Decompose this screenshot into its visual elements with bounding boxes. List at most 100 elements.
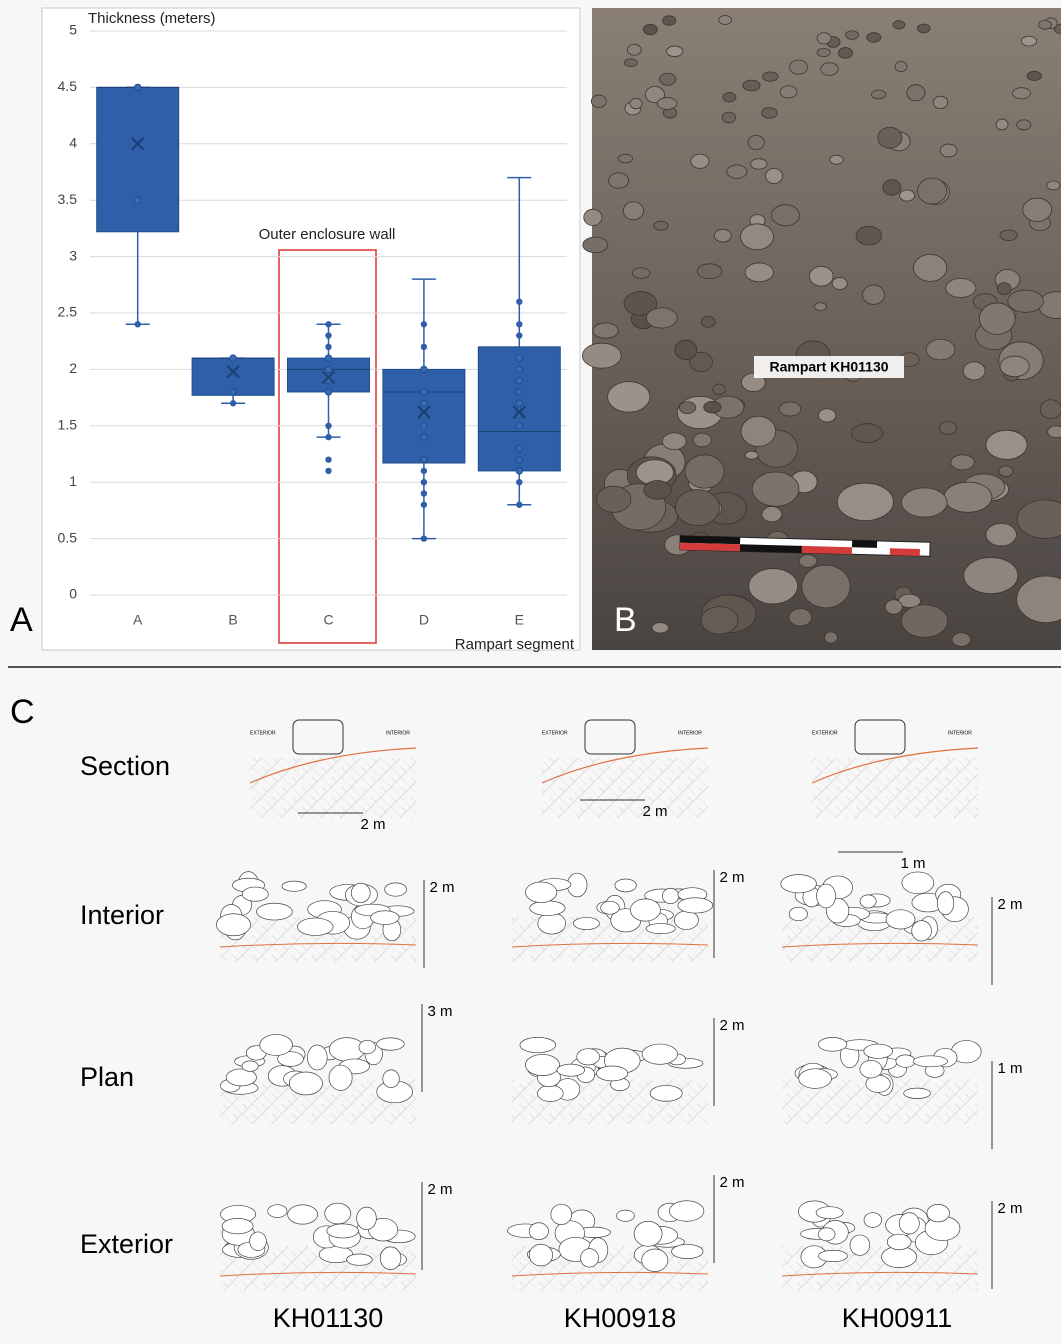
x-tick-label: C bbox=[323, 612, 333, 628]
plot: 0 0.5 1 1.5 2 2.5 3 3.5 4 4.5 5 A B C D E bbox=[58, 22, 567, 628]
stone bbox=[885, 909, 916, 930]
rock bbox=[1046, 180, 1061, 191]
rock bbox=[666, 45, 684, 57]
stone bbox=[556, 1063, 585, 1077]
data-point bbox=[420, 535, 428, 542]
data-point bbox=[420, 422, 428, 430]
y-tick-label: 3.5 bbox=[58, 191, 78, 207]
y-tick-label: 2.5 bbox=[58, 304, 78, 320]
stone bbox=[903, 1087, 931, 1099]
mean-marker bbox=[130, 137, 145, 151]
stone bbox=[350, 882, 371, 903]
stone bbox=[886, 1233, 912, 1251]
rock bbox=[951, 632, 972, 647]
stone bbox=[326, 1223, 359, 1239]
rock bbox=[824, 631, 838, 644]
rock bbox=[913, 253, 948, 282]
rock bbox=[829, 154, 844, 165]
row-label: Exterior bbox=[80, 1229, 173, 1259]
ground-line bbox=[511, 942, 709, 948]
scale-label: 2 m bbox=[997, 896, 1022, 913]
stone bbox=[863, 1043, 893, 1059]
mean-marker bbox=[417, 405, 431, 419]
rock bbox=[748, 568, 798, 605]
rock bbox=[943, 481, 993, 513]
wall-section bbox=[292, 719, 344, 755]
y-tick-label: 4 bbox=[69, 135, 77, 151]
stone bbox=[859, 894, 877, 909]
stone bbox=[674, 910, 699, 930]
annotation: Outer enclosure wall bbox=[259, 226, 396, 243]
rock bbox=[582, 236, 609, 254]
rock bbox=[999, 355, 1030, 378]
stone bbox=[616, 1209, 635, 1222]
rock bbox=[871, 89, 887, 100]
rock bbox=[700, 606, 739, 635]
stone bbox=[815, 1206, 844, 1220]
panel-letter: B bbox=[614, 601, 637, 639]
rock bbox=[692, 432, 712, 448]
rock bbox=[623, 291, 658, 316]
y-tick-label: 0 bbox=[69, 586, 77, 602]
data-point bbox=[420, 490, 428, 497]
rock bbox=[651, 622, 670, 634]
column-label: KH01130 bbox=[273, 1303, 384, 1333]
rock bbox=[740, 415, 777, 447]
section-label: EXTERIOR bbox=[250, 730, 276, 736]
data-point bbox=[325, 332, 332, 339]
rock bbox=[747, 135, 765, 151]
stone bbox=[346, 1253, 373, 1266]
stone bbox=[641, 1248, 669, 1272]
stone bbox=[669, 1200, 705, 1222]
stone bbox=[911, 920, 932, 942]
scale-bar bbox=[679, 535, 931, 557]
rock bbox=[845, 30, 859, 40]
data-point bbox=[420, 388, 428, 396]
stone bbox=[324, 1202, 352, 1225]
stone bbox=[328, 1064, 353, 1091]
rock bbox=[798, 554, 818, 568]
data-point bbox=[420, 433, 428, 441]
rock bbox=[653, 220, 669, 231]
data-point bbox=[515, 444, 523, 453]
stone bbox=[641, 1043, 678, 1065]
rock bbox=[762, 71, 779, 82]
ground-line bbox=[249, 747, 417, 784]
stone bbox=[630, 898, 661, 922]
panel-letter: C bbox=[10, 693, 35, 731]
rock bbox=[862, 284, 886, 305]
data-point bbox=[515, 354, 523, 362]
stone bbox=[256, 902, 293, 921]
rock bbox=[1038, 20, 1052, 30]
rock bbox=[661, 432, 687, 451]
data-point bbox=[420, 399, 428, 407]
rock bbox=[761, 107, 778, 119]
rock bbox=[901, 487, 948, 518]
box bbox=[287, 357, 370, 393]
x-axis-label: Rampart segment bbox=[455, 636, 575, 653]
data-point bbox=[325, 456, 332, 463]
stone bbox=[525, 1054, 560, 1076]
rock bbox=[722, 92, 737, 103]
data-point bbox=[229, 388, 237, 396]
rock bbox=[814, 302, 827, 311]
scale-label: 2 m bbox=[429, 879, 454, 896]
rock bbox=[850, 423, 884, 443]
stone bbox=[241, 886, 269, 902]
rock bbox=[855, 225, 882, 246]
soil bbox=[542, 758, 708, 818]
rock bbox=[894, 61, 908, 72]
ground-line bbox=[541, 747, 709, 784]
data-point bbox=[516, 479, 523, 486]
soil bbox=[250, 758, 416, 818]
y-tick-label: 2 bbox=[69, 360, 77, 376]
rock bbox=[740, 223, 774, 251]
rock bbox=[1039, 399, 1061, 419]
rock bbox=[820, 62, 839, 76]
rock bbox=[689, 351, 713, 372]
rock bbox=[744, 262, 774, 283]
stone bbox=[297, 917, 334, 936]
rock bbox=[1016, 575, 1061, 623]
rock bbox=[590, 94, 607, 108]
rock bbox=[916, 23, 931, 34]
